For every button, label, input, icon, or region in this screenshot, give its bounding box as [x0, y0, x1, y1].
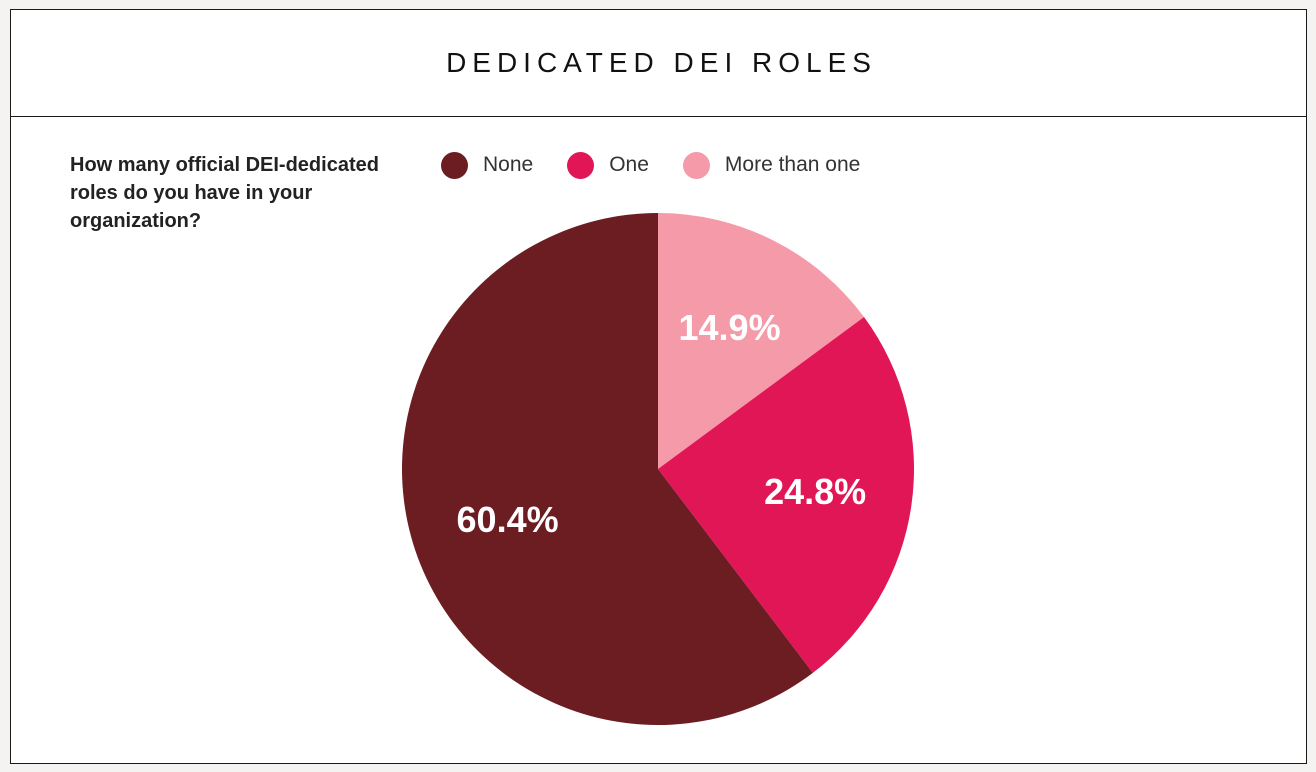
legend-label-none: None	[483, 153, 534, 176]
data-label-none: 60.4%	[457, 499, 559, 540]
legend-swatch-more-than-one	[682, 151, 710, 179]
chart-frame: DEDICATED DEI ROLES How many official DE…	[10, 9, 1307, 764]
pie-slice-none	[401, 213, 813, 725]
legend-swatch-none	[441, 151, 468, 179]
legend-item-none: None	[441, 151, 534, 179]
title-bar: DEDICATED DEI ROLES	[11, 10, 1306, 117]
legend-swatch-one	[567, 151, 595, 179]
legend-item-more-than-one: More than one	[682, 151, 861, 179]
data-label-more-than-one: 14.9%	[679, 307, 781, 348]
pie-chart: 14.9% 24.8% 60.4%	[401, 213, 914, 725]
data-label-one: 24.8%	[764, 471, 866, 512]
legend-label-one: One	[609, 153, 649, 176]
pie-slice-one	[658, 317, 914, 673]
pie-slices	[401, 213, 914, 725]
legend: None One More than one	[441, 147, 894, 183]
chart-subtitle: How many official DEI-dedicated roles do…	[70, 154, 379, 232]
chart-title: DEDICATED DEI ROLES	[446, 47, 877, 78]
legend-label-more-than-one: More than one	[724, 153, 861, 176]
pie-labels: 14.9% 24.8% 60.4%	[457, 307, 867, 540]
legend-item-one: One	[567, 151, 649, 179]
pie-slice-more-than-one	[658, 213, 865, 469]
